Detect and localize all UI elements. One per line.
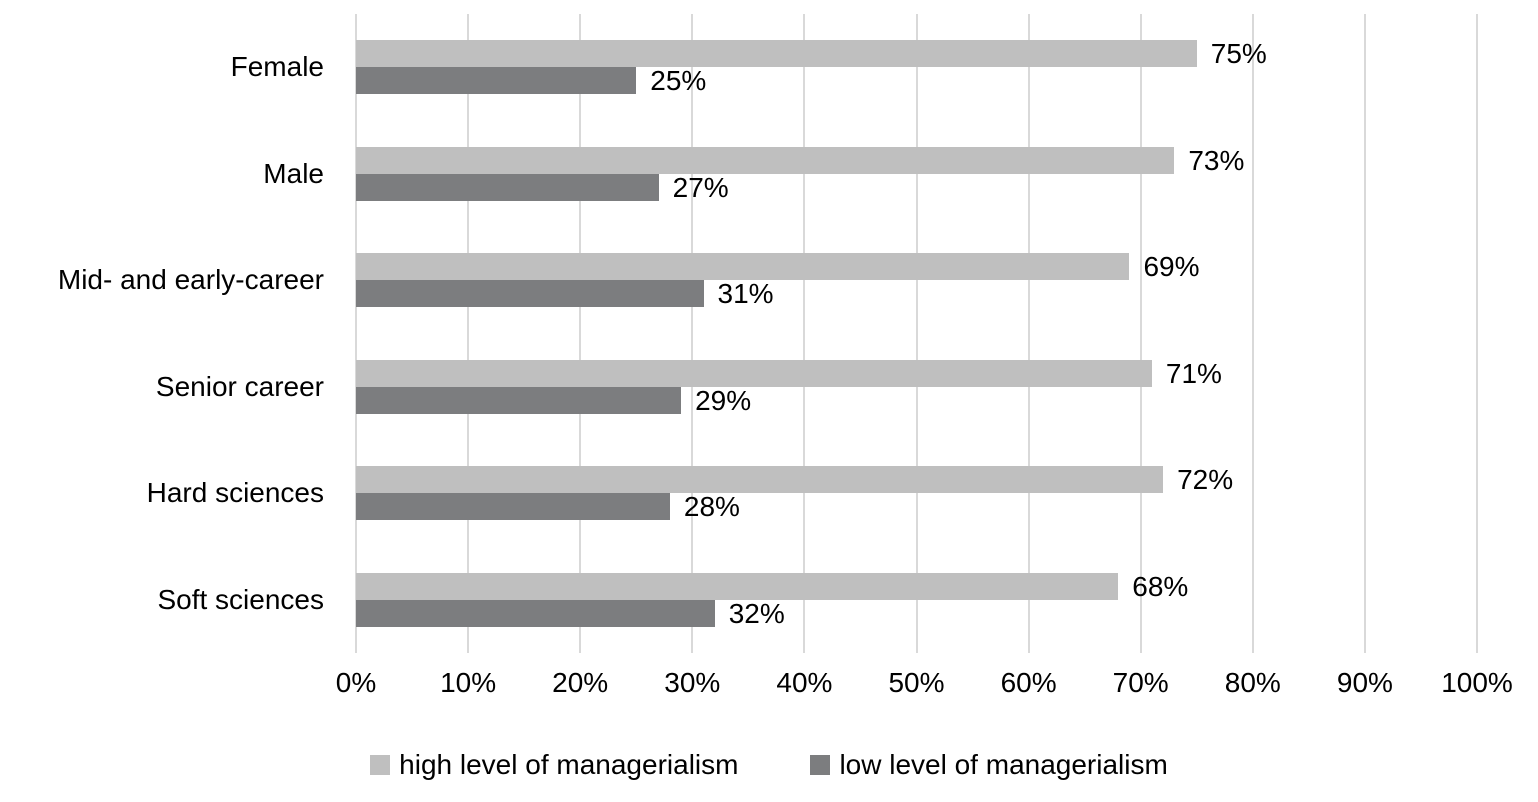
data-label: 32% bbox=[728, 597, 785, 629]
data-label: 31% bbox=[717, 278, 774, 310]
gridline bbox=[1027, 14, 1030, 653]
gridline bbox=[1363, 14, 1366, 653]
bar-high-managerialism bbox=[356, 40, 1197, 68]
legend-item-low: low level of managerialism bbox=[810, 748, 1168, 782]
data-label: 75% bbox=[1210, 38, 1267, 70]
legend-label: low level of managerialism bbox=[839, 749, 1168, 780]
bar-low-managerialism bbox=[356, 173, 659, 201]
bar-group: 72% 28% bbox=[356, 440, 1477, 547]
data-label: 25% bbox=[650, 65, 707, 97]
category-label: Male bbox=[263, 157, 324, 189]
legend-swatch-icon bbox=[810, 754, 831, 775]
legend-swatch-icon bbox=[370, 754, 391, 775]
gridline bbox=[1476, 14, 1478, 653]
gridline bbox=[467, 14, 470, 653]
plot-area: 75% 25% 73% 27% 69% 31% 71% 29% 72% 28% 68% 32% bbox=[355, 14, 1478, 653]
bar-high-managerialism bbox=[356, 466, 1164, 494]
x-tick-label: 70% bbox=[1112, 667, 1169, 698]
bar-group: 71% 29% bbox=[356, 334, 1477, 441]
value-axis-line bbox=[355, 14, 357, 653]
category-axis: Female Male Mid- and early-career Senior ca… bbox=[0, 14, 324, 653]
bar-group: 75% 25% bbox=[356, 14, 1477, 121]
gridline bbox=[1251, 14, 1254, 653]
data-label: 68% bbox=[1132, 570, 1189, 602]
x-tick-label: 10% bbox=[440, 667, 497, 698]
data-label: 28% bbox=[683, 491, 740, 523]
bar-low-managerialism bbox=[356, 493, 670, 521]
x-tick-label: 80% bbox=[1224, 667, 1281, 698]
x-tick-label: 20% bbox=[552, 667, 609, 698]
gridline bbox=[691, 14, 694, 653]
data-label: 27% bbox=[672, 171, 729, 203]
category-label: Mid- and early-career bbox=[57, 264, 324, 296]
data-label: 29% bbox=[695, 384, 752, 416]
category-label: Female bbox=[230, 51, 324, 83]
bar-low-managerialism bbox=[356, 599, 715, 627]
gridline bbox=[915, 14, 918, 653]
data-label: 72% bbox=[1177, 464, 1234, 496]
gridline bbox=[1139, 14, 1142, 653]
bar-high-managerialism bbox=[356, 146, 1175, 174]
category-label: Soft sciences bbox=[157, 583, 324, 615]
bar-high-managerialism bbox=[356, 572, 1119, 600]
bar-low-managerialism bbox=[356, 67, 637, 95]
legend-item-high: high level of managerialism bbox=[370, 748, 738, 782]
x-tick-label: 60% bbox=[1000, 667, 1057, 698]
data-label: 73% bbox=[1188, 144, 1245, 176]
bar-rows: 75% 25% 73% 27% 69% 31% 71% 29% 72% 28% 68% 32% bbox=[356, 14, 1477, 653]
x-tick-label: 30% bbox=[664, 667, 721, 698]
bar-group: 69% 31% bbox=[356, 227, 1477, 334]
gridline bbox=[803, 14, 806, 653]
data-label: 69% bbox=[1143, 251, 1200, 283]
x-tick-label: 40% bbox=[776, 667, 833, 698]
category-label: Hard sciences bbox=[146, 477, 324, 509]
bar-high-managerialism bbox=[356, 359, 1152, 387]
x-tick-label: 0% bbox=[335, 667, 377, 698]
bar-low-managerialism bbox=[356, 386, 682, 414]
bar-group: 73% 27% bbox=[356, 121, 1477, 228]
bar-group: 68% 32% bbox=[356, 547, 1477, 654]
x-tick-label: 50% bbox=[888, 667, 945, 698]
gridline bbox=[579, 14, 582, 653]
legend: high level of managerialism low level of … bbox=[0, 748, 1538, 782]
category-label: Senior career bbox=[155, 370, 324, 402]
data-label: 71% bbox=[1165, 357, 1222, 389]
x-tick-label: 100% bbox=[1441, 667, 1513, 698]
bar-low-managerialism bbox=[356, 280, 704, 308]
x-axis: 0% 10% 20% 30% 40% 50% 60% 70% 80% 90% 100% bbox=[336, 666, 1513, 700]
x-tick-label: 90% bbox=[1336, 667, 1393, 698]
bar-high-managerialism bbox=[356, 253, 1130, 281]
legend-label: high level of managerialism bbox=[399, 749, 739, 780]
